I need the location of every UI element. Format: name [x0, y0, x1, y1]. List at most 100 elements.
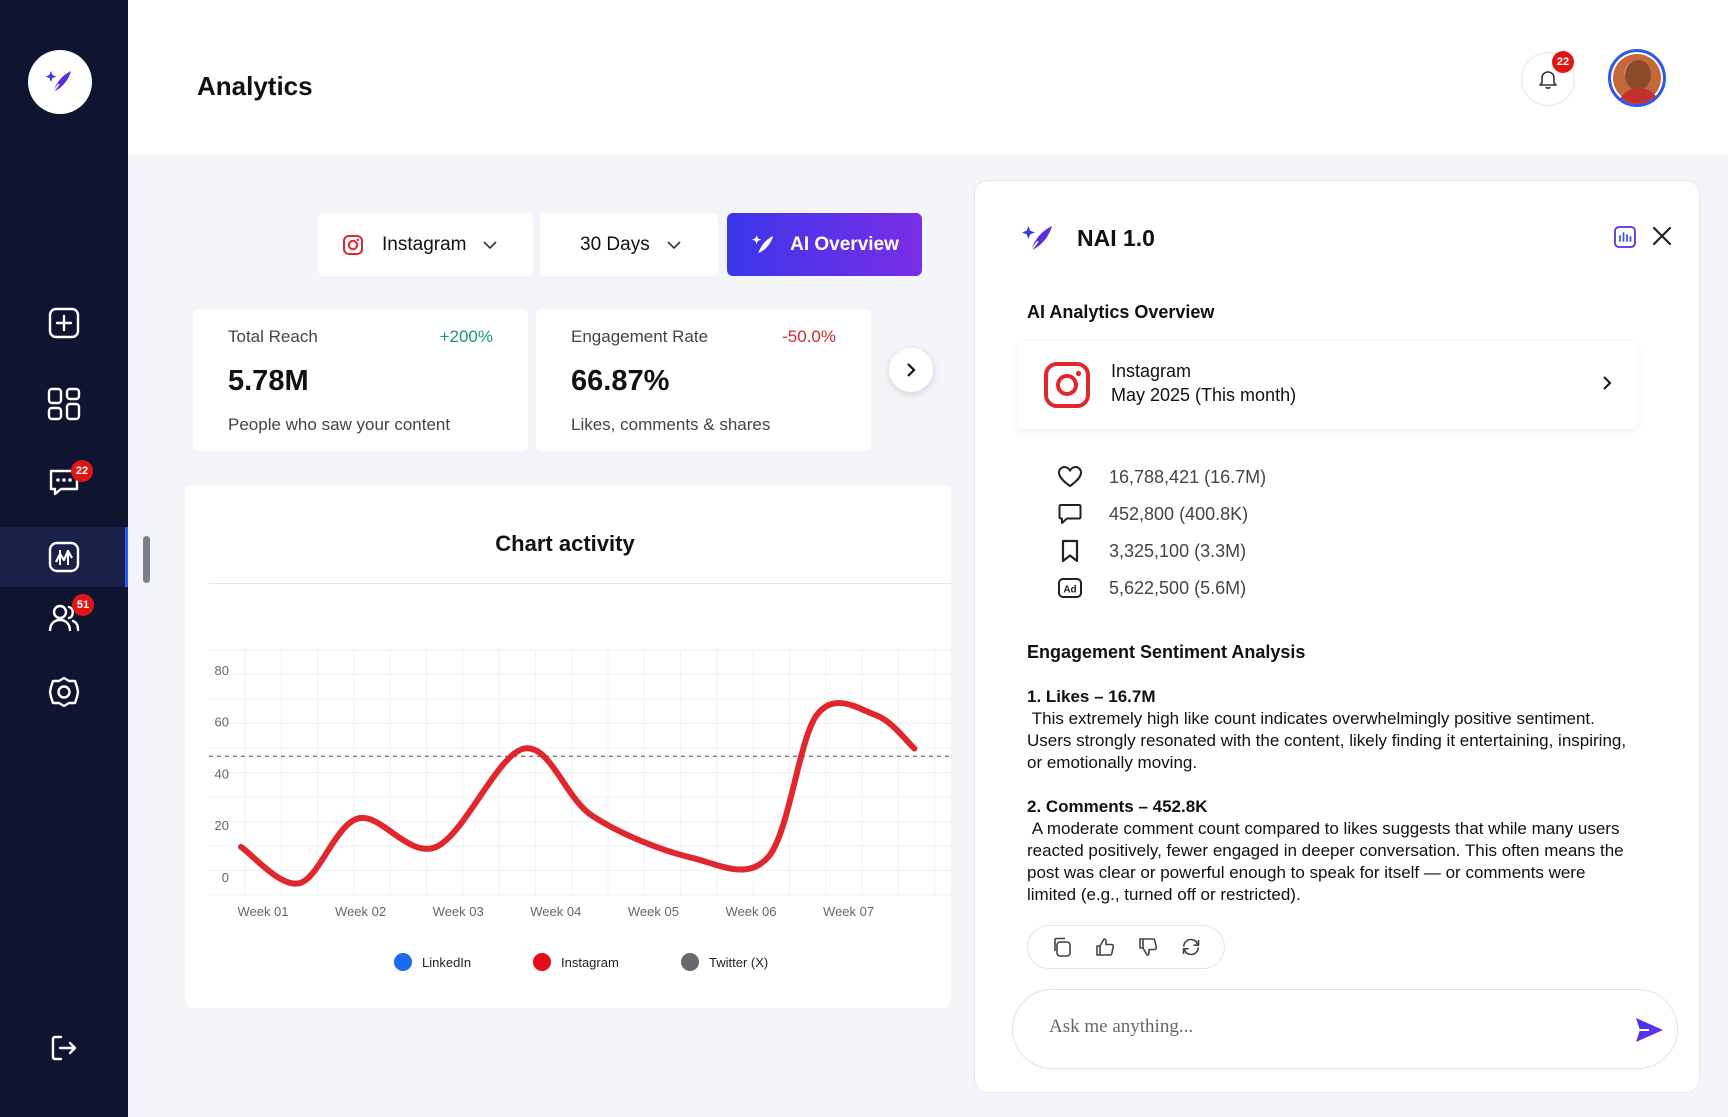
chevron-right-icon [1603, 376, 1612, 390]
analysis-heading: 1. Likes – 16.7M [1027, 687, 1156, 706]
sidebar-item-create[interactable] [0, 293, 128, 353]
series-line-instagram [238, 700, 918, 887]
feather-sparkle-icon [752, 234, 774, 253]
user-avatar[interactable] [1608, 49, 1666, 107]
ai-overview-label: AI Overview [790, 233, 899, 255]
platform-period: May 2025 (This month) [1111, 385, 1297, 405]
stat-change: -50.0% [782, 327, 836, 346]
stat-change: +200% [439, 327, 493, 346]
ad-icon: Ad [1058, 578, 1082, 598]
comment-icon [1058, 504, 1082, 524]
analysis-item-comments: 2. Comments – 452.8K A moderate comment … [1027, 796, 1637, 906]
chevron-right-icon [907, 363, 916, 377]
sidebar-item-messages[interactable]: 22 [0, 452, 128, 512]
legend-item-instagram[interactable]: Instagram [533, 953, 619, 971]
instagram-icon [1044, 362, 1090, 408]
send-icon [1636, 1018, 1663, 1042]
stat-label: Total Reach [228, 327, 318, 346]
date-range-select[interactable]: 30 Days [540, 213, 718, 276]
stat-label: Engagement Rate [571, 327, 709, 346]
legend-dot [533, 953, 551, 971]
svg-text:Ad: Ad [1063, 585, 1076, 596]
thumbs-down-icon [1138, 938, 1157, 956]
analysis-item-likes: 1. Likes – 16.7M This extremely high lik… [1027, 686, 1637, 774]
legend-dot [681, 953, 699, 971]
x-tick-label: Week 02 [335, 904, 386, 919]
page-title: Analytics [197, 71, 313, 101]
platform-period-card[interactable]: Instagram May 2025 (This month) [1017, 341, 1637, 429]
x-tick-label: Week 01 [237, 904, 288, 919]
messages-badge: 22 [71, 460, 93, 482]
ai-overview-title: AI Analytics Overview [1027, 302, 1215, 322]
regenerate-button[interactable] [1180, 936, 1202, 958]
thumbs-up-button[interactable] [1094, 936, 1116, 958]
stat-value: 5.78M [228, 365, 309, 397]
chat-icon: 22 [46, 460, 93, 500]
stat-description: Likes, comments & shares [571, 415, 771, 434]
close-panel-button[interactable] [1651, 225, 1673, 252]
sidebar-item-analytics[interactable] [0, 527, 128, 587]
ask-input[interactable] [1049, 1016, 1589, 1038]
heart-icon [1057, 465, 1083, 488]
settings-gear-icon [46, 674, 82, 710]
ai-overview-button[interactable]: AI Overview [727, 213, 922, 276]
app-logo[interactable] [28, 50, 92, 114]
platform-name: Instagram [1111, 361, 1192, 381]
chart-title: Chart activity [495, 531, 635, 556]
metric-ad-reach: Ad 5,622,500 (5.6M) [1057, 573, 1246, 603]
stat-card-engagement-rate: Engagement Rate -50.0% 66.87% Likes, com… [536, 309, 871, 451]
chart-card: Chart activity 0 20 40 60 80 Week 01 Week 02 We… [185, 485, 951, 1008]
notifications-button[interactable]: 22 [1521, 51, 1575, 106]
sidebar-item-audience[interactable]: 51 [0, 588, 128, 648]
next-stats-button[interactable] [889, 348, 933, 392]
notifications-badge: 22 [1552, 51, 1574, 73]
legend-item-twitter[interactable]: Twitter (X) [681, 953, 768, 971]
feather-sparkle-icon [45, 71, 71, 93]
ai-assistant-panel: NAI 1.0 AI Analytics Overview Instagram … [974, 180, 1700, 1093]
bell-icon [1539, 71, 1557, 89]
close-icon [1652, 226, 1672, 246]
users-icon: 51 [46, 594, 94, 636]
legend-label: LinkedIn [422, 954, 472, 970]
dashboard-grid-icon [46, 386, 82, 422]
sidebar-item-settings[interactable] [0, 662, 128, 722]
metric-comments: 452,800 (400.8K) [1057, 499, 1248, 529]
analytics-icon [46, 539, 82, 575]
legend-dot [394, 953, 412, 971]
platform-select[interactable]: Instagram [318, 213, 533, 276]
analysis-body: This extremely high like count indicates… [1027, 709, 1631, 772]
stat-value: 66.87% [571, 365, 670, 397]
metric-value: 3,325,100 (3.3M) [1109, 540, 1247, 561]
feather-sparkle-icon [1021, 226, 1052, 252]
copy-icon [1053, 937, 1071, 957]
copy-button[interactable] [1051, 936, 1073, 958]
metric-value: 452,800 (400.8K) [1109, 503, 1249, 524]
bookmark-icon [1061, 539, 1079, 563]
x-tick-label: Week 07 [823, 904, 874, 919]
bar-chart-icon [1614, 226, 1636, 248]
chevron-down-icon [667, 240, 681, 249]
thumbs-up-icon [1095, 938, 1114, 956]
plus-square-icon [46, 305, 82, 341]
x-tick-label: Week 05 [628, 904, 679, 919]
platform-select-value: Instagram [382, 233, 467, 255]
refresh-icon [1182, 938, 1199, 956]
metric-value: 5,622,500 (5.6M) [1109, 577, 1247, 598]
sidebar: 22 51 [0, 0, 128, 1117]
metric-value: 16,788,421 (16.7M) [1109, 466, 1267, 487]
sidebar-scrollbar[interactable] [143, 536, 150, 583]
report-chart-button[interactable] [1613, 225, 1637, 254]
top-header: Analytics 22 [128, 0, 1728, 155]
send-button[interactable] [1633, 1014, 1665, 1051]
chevron-down-icon [483, 240, 498, 249]
stat-card-total-reach: Total Reach +200% 5.78M People who saw y… [193, 309, 528, 451]
sidebar-item-dashboard[interactable] [0, 374, 128, 434]
y-tick-label: 0 [222, 870, 229, 885]
legend-label: Twitter (X) [709, 954, 769, 970]
thumbs-down-button[interactable] [1137, 936, 1159, 958]
sidebar-item-logout[interactable] [0, 1018, 128, 1078]
legend-item-linkedin[interactable]: LinkedIn [394, 953, 471, 971]
logout-icon [46, 1030, 82, 1066]
analysis-heading: 2. Comments – 452.8K [1027, 797, 1208, 816]
x-tick-label: Week 06 [725, 904, 776, 919]
